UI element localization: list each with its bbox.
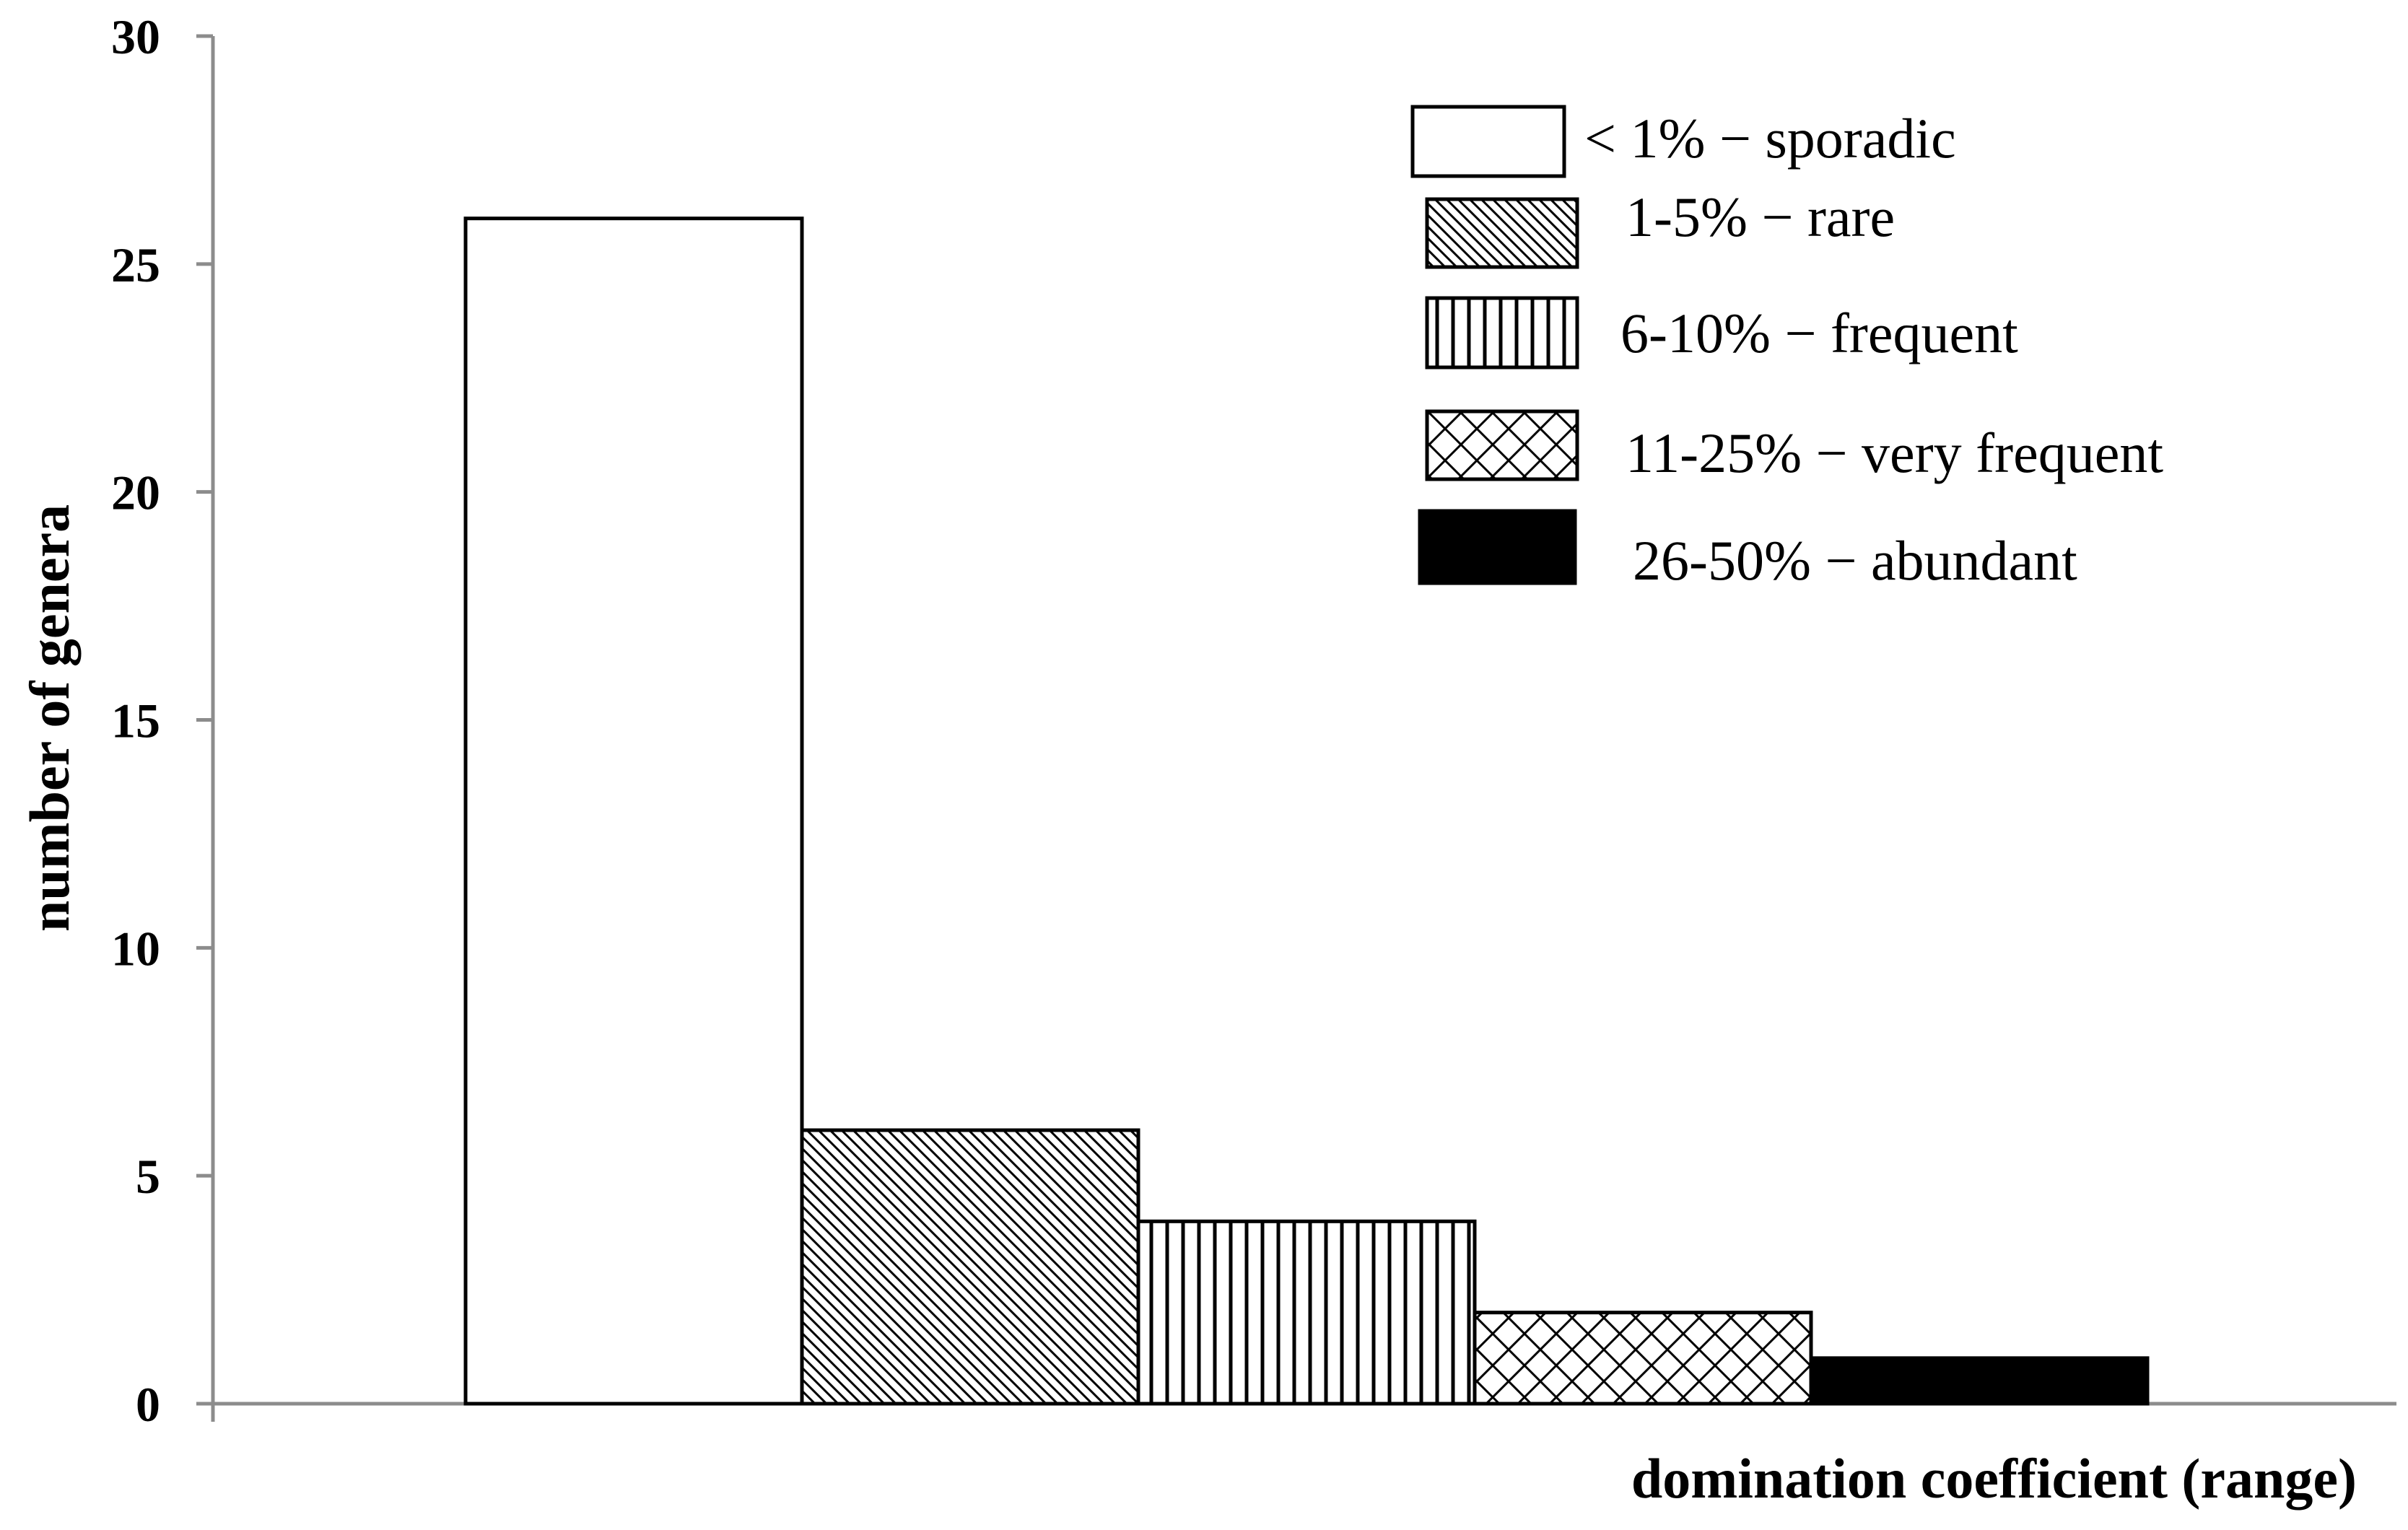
legend: < 1% − sporadic 1-5% − rare 6-10% − freque…	[1410, 105, 2163, 592]
legend-swatch-1	[1410, 105, 1566, 178]
legend-swatch-5	[1418, 509, 1577, 585]
x-axis-title: domination coefficient (range)	[1631, 1447, 2357, 1510]
legend-swatch-4	[1425, 409, 1579, 481]
legend-swatch-3	[1425, 296, 1579, 370]
legend-label-5: 26-50% − abundant	[1633, 529, 2077, 592]
legend-label-4: 11-25% − very frequent	[1626, 421, 2163, 484]
bar-3	[1136, 1219, 1477, 1406]
bar-1	[463, 217, 804, 1406]
legend-label-2: 1-5% − rare	[1626, 185, 1895, 248]
legend-label-1: < 1% − sporadic	[1584, 107, 1956, 170]
y-tick-label-20: 20	[111, 465, 160, 520]
y-tick-label-25: 25	[111, 237, 160, 292]
y-axis-title: number of genera	[18, 504, 81, 932]
y-tick-label-5: 5	[136, 1149, 160, 1204]
legend-label-3: 6-10% − frequent	[1620, 302, 2018, 364]
y-tick-label-10: 10	[111, 921, 160, 976]
bars	[463, 217, 2150, 1406]
y-tick-label-0: 0	[136, 1377, 160, 1432]
bar-2	[800, 1128, 1140, 1406]
bar-4	[1473, 1311, 1813, 1406]
axes: 0 5 10 15 20 25 30	[111, 9, 2396, 1432]
y-ticks: 0 5 10 15 20 25 30	[111, 9, 213, 1432]
bar-5	[1809, 1356, 2150, 1406]
y-tick-label-30: 30	[111, 9, 160, 64]
y-tick-label-15: 15	[111, 694, 160, 748]
legend-swatch-2	[1425, 197, 1579, 269]
